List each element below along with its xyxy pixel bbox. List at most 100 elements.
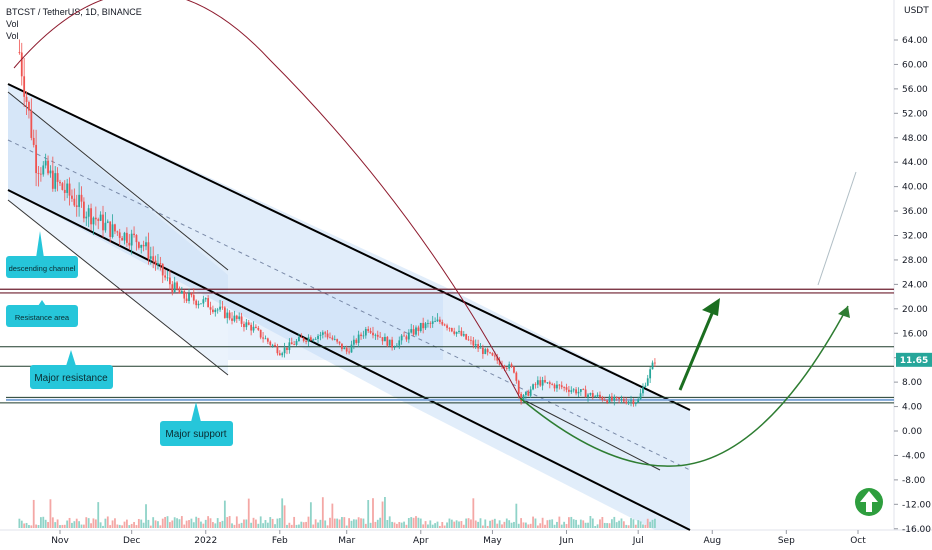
volume-bar	[639, 521, 642, 528]
candle-body	[341, 343, 343, 350]
x-tick-label: Oct	[850, 536, 866, 546]
volume-bar	[503, 521, 506, 528]
candle-body	[376, 334, 379, 337]
volume-bar	[255, 519, 257, 528]
candle-body	[202, 299, 205, 304]
candle-body	[281, 353, 284, 356]
svg-text:Major support: Major support	[165, 429, 226, 440]
candle-body	[130, 233, 133, 246]
volume-bar	[498, 520, 501, 528]
volume-bar	[493, 518, 496, 528]
candle-body	[496, 356, 499, 361]
candle-body	[109, 221, 112, 237]
candle-body	[288, 342, 291, 351]
candle-body	[646, 378, 649, 386]
candle-body	[601, 397, 604, 400]
volume-bar	[264, 520, 267, 528]
volume-bar	[591, 518, 594, 528]
volume-bar	[544, 524, 546, 528]
volume-bar	[39, 517, 42, 528]
volume-bar	[560, 524, 563, 528]
callout-major-resistance: Major resistance	[30, 350, 113, 389]
volume-bar	[78, 521, 81, 528]
volume-bar	[379, 517, 382, 528]
volume-bar	[216, 518, 219, 528]
volume-bar	[376, 519, 379, 528]
volume-bar	[644, 524, 647, 528]
volume-bar	[534, 518, 537, 528]
volume-bar	[374, 521, 377, 528]
volume-bar	[489, 520, 491, 528]
volume-bar	[331, 503, 334, 528]
volume-bar	[104, 518, 107, 528]
volume-bar	[539, 523, 542, 528]
candle-body	[243, 323, 245, 328]
volume-bar	[142, 522, 145, 528]
volume-bar	[147, 519, 150, 528]
horizontal-levels	[0, 288, 894, 404]
volume-bar	[137, 518, 140, 528]
volume-bar	[66, 520, 69, 528]
candle-body	[307, 337, 310, 342]
up-arrow-circle-icon[interactable]	[855, 488, 883, 516]
candle-body	[532, 384, 534, 390]
volume-bar	[613, 516, 616, 528]
candle-body	[94, 217, 97, 220]
candle-body	[534, 384, 537, 386]
volume-bar	[486, 525, 489, 528]
volume-bar	[575, 519, 577, 528]
candle-body	[465, 334, 468, 340]
candle-body	[508, 364, 511, 369]
volume-bar	[458, 521, 460, 528]
candle-body	[403, 335, 405, 337]
candle-body	[575, 389, 577, 394]
candle-body	[49, 170, 52, 174]
candle-body	[529, 389, 532, 396]
x-tick-label: Mar	[338, 536, 355, 546]
candle-body	[544, 379, 546, 383]
candle-body	[278, 353, 281, 356]
candle-body	[548, 382, 551, 385]
volume-bar	[367, 500, 370, 528]
range-box	[228, 294, 443, 360]
volume-bar	[563, 521, 566, 528]
volume-bar	[190, 518, 193, 528]
volume-bar	[171, 520, 174, 528]
volume-bar	[431, 524, 434, 528]
volume-bar	[599, 519, 601, 528]
candle-body	[462, 334, 465, 336]
volume-bar	[649, 521, 652, 528]
volume-bar	[634, 524, 637, 528]
candle-body	[99, 214, 102, 221]
candle-body	[352, 339, 355, 345]
volume-bar	[281, 498, 284, 528]
candle-body	[596, 394, 599, 397]
candle-body	[603, 399, 606, 401]
candle-body	[290, 342, 293, 345]
volume-bar	[166, 516, 169, 528]
candle-body	[563, 387, 566, 388]
candle-body	[634, 402, 637, 405]
volume-bar	[546, 520, 549, 528]
candle-body	[446, 325, 448, 328]
candle-body	[415, 327, 417, 335]
volume-bar	[384, 497, 386, 528]
y-tick-label: -12.00	[902, 500, 931, 510]
candle-body	[553, 384, 556, 389]
candle-body	[300, 337, 303, 338]
candle-body	[345, 347, 348, 352]
volume-bar	[233, 524, 236, 528]
candle-body	[149, 256, 152, 259]
volume-bar	[403, 521, 405, 528]
volume-bar	[90, 523, 92, 528]
y-tick-label: 16.00	[902, 329, 928, 339]
candle-body	[142, 244, 145, 247]
target-arrow-head	[702, 298, 720, 316]
candle-body	[438, 319, 441, 323]
volume-bar	[262, 523, 264, 528]
candle-body	[192, 295, 195, 301]
x-tick-label: Dec	[123, 536, 140, 546]
volume-bar	[51, 517, 54, 528]
candle-body	[293, 344, 296, 346]
